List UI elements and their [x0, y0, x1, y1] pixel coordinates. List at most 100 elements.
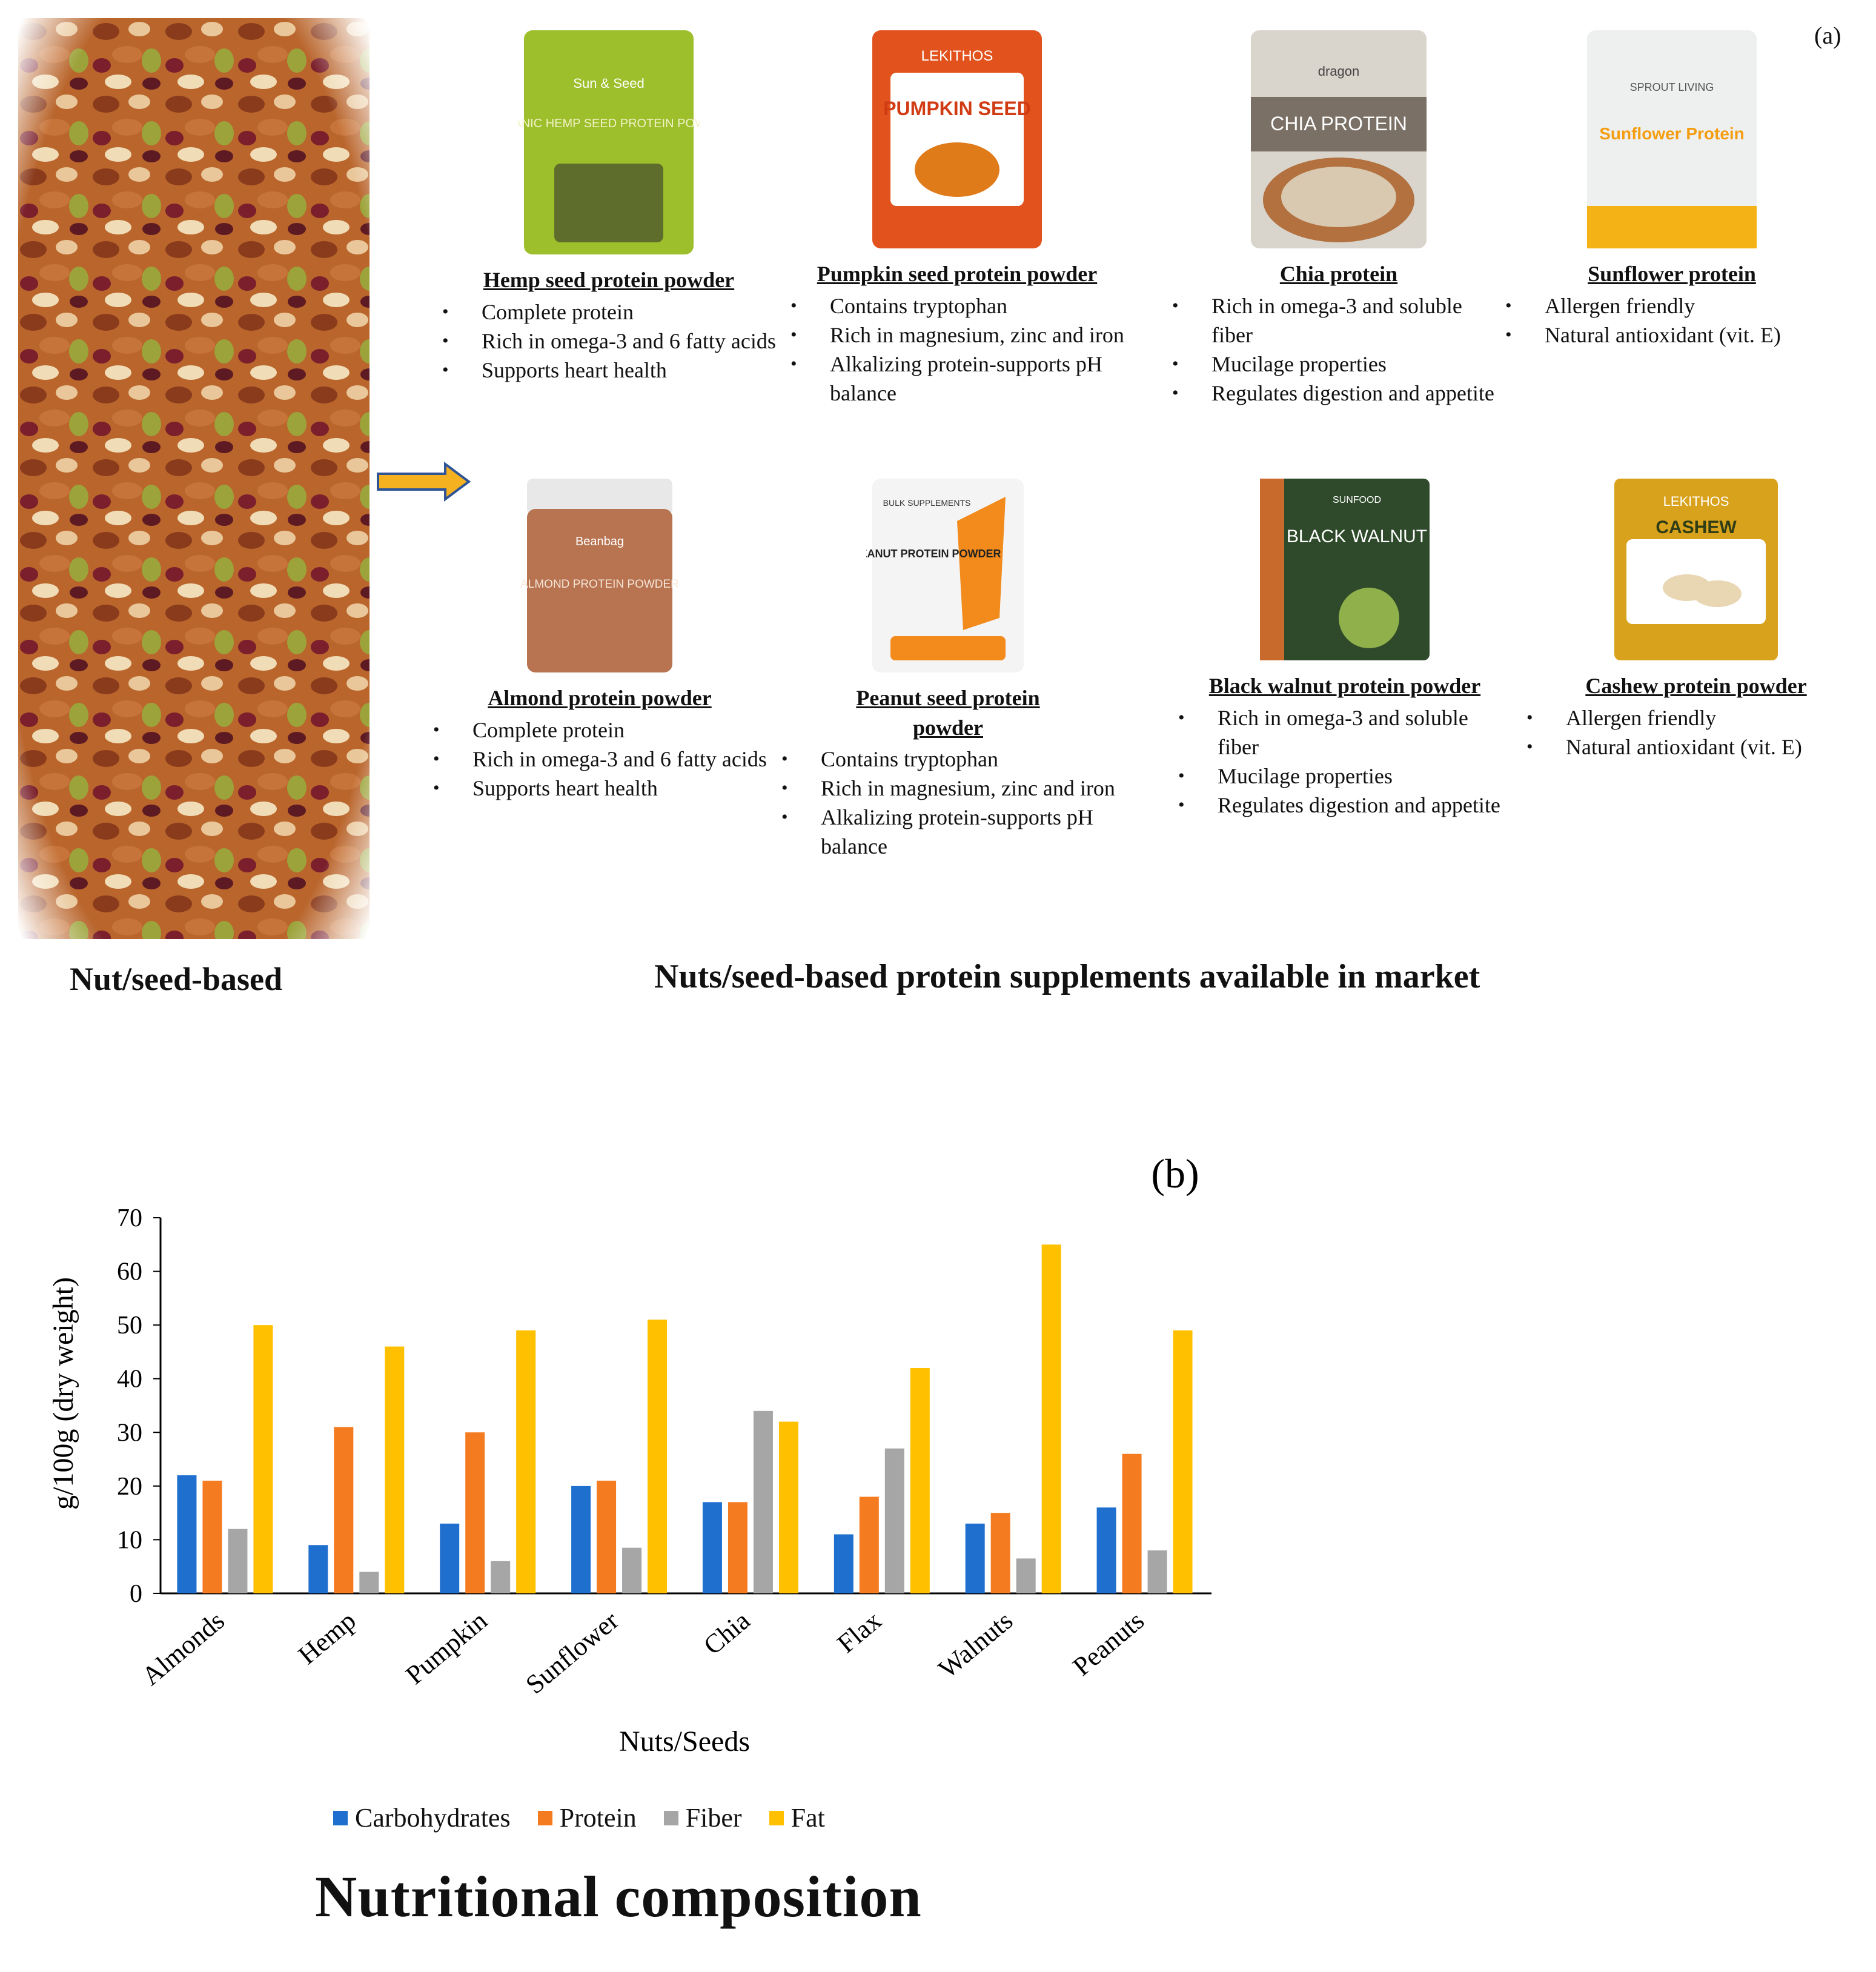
product-features: Contains tryptophan Rich in magnesium, z…	[787, 291, 1127, 408]
package-text: PEANUT PROTEIN POWDER	[866, 548, 1001, 560]
feature-item: Rich in omega-3 and 6 fatty acids	[433, 745, 769, 774]
feature-item: Alkalizing protein-supports pH balance	[791, 350, 1127, 408]
product-package-image: Beanbag ALMOND PROTEIN POWDER	[520, 479, 679, 672]
package-text: BLACK WALNUT	[1287, 526, 1427, 546]
bar-protein	[465, 1432, 485, 1593]
product-card: SPROUT LIVING Sunflower Protein Sunflowe…	[1502, 24, 1841, 350]
x-tick-label: Peanuts	[1067, 1605, 1150, 1682]
nutrition-bar-chart: (b) g/100g (dry weight) Nuts/Seeds 0 10 20…	[47, 1150, 1211, 1758]
feature-item: Regulates digestion and appetite	[1178, 791, 1514, 820]
bar-protein	[859, 1496, 879, 1593]
feature-item: Complete protein	[442, 297, 778, 327]
feature-item: Rich in magnesium, zinc and iron	[781, 774, 1118, 803]
x-tick-label: Almonds	[136, 1605, 230, 1691]
bar-carbohydrates	[834, 1534, 853, 1593]
package-text: CHIA PROTEIN	[1270, 113, 1407, 134]
bar-fiber	[1147, 1550, 1167, 1593]
y-tick-label: 20	[117, 1473, 142, 1501]
x-tick-label: Chia	[698, 1605, 755, 1661]
bar-fiber	[622, 1547, 642, 1593]
nut-seed-caption: Nut/seed-based	[70, 961, 283, 997]
bar-fiber	[359, 1572, 379, 1593]
bar-protein	[728, 1502, 747, 1593]
bar-fiber	[1016, 1558, 1036, 1593]
product-features: Rich in omega-3 and soluble fiber Mucila…	[1169, 291, 1508, 408]
feature-item: Regulates digestion and appetite	[1172, 379, 1508, 408]
x-tick-label: Sunflower	[520, 1605, 625, 1700]
bar-carbohydrates	[702, 1502, 722, 1593]
product-name: Cashew protein powder	[1585, 674, 1807, 698]
product-card: Sun & Seed ORGANIC HEMP SEED PROTEIN POW…	[439, 24, 778, 385]
product-package-image: Sun & Seed ORGANIC HEMP SEED PROTEIN POW…	[518, 30, 700, 254]
bar-carbohydrates	[177, 1475, 197, 1593]
product-package-image: LEKITHOS CASHEW	[1614, 479, 1778, 660]
product-package-image: LEKITHOS PUMPKIN SEED	[872, 30, 1042, 248]
feature-item: Mucilage properties	[1172, 350, 1508, 379]
package-brand: Sun & Seed	[573, 76, 644, 91]
package-brand: LEKITHOS	[1663, 494, 1729, 509]
legend-item: Fiber	[663, 1802, 742, 1833]
legend-item: Protein	[537, 1802, 637, 1833]
feature-item: Contains tryptophan	[791, 291, 1127, 320]
product-package-image: dragon CHIA PROTEIN	[1251, 30, 1427, 248]
package-brand: Beanbag	[575, 535, 624, 548]
y-tick-label: 30	[117, 1419, 142, 1447]
legend-label: Carbohydrates	[355, 1803, 511, 1833]
package-brand: LEKITHOS	[921, 48, 993, 64]
y-tick-label: 40	[117, 1366, 142, 1393]
legend-label: Fiber	[685, 1803, 742, 1833]
mixed-nuts-photo	[18, 18, 370, 939]
bar-fiber	[753, 1410, 773, 1593]
product-name: Black walnut protein powder	[1208, 674, 1481, 698]
product-features: Allergen friendly Natural antioxidant (v…	[1523, 703, 1869, 762]
bar-fat	[910, 1368, 930, 1593]
feature-item: Natural antioxidant (vit. E)	[1505, 320, 1841, 350]
feature-item: Allergen friendly	[1526, 703, 1869, 732]
bar-fat	[1173, 1330, 1193, 1593]
feature-item: Alkalizing protein-supports pH balance	[781, 803, 1118, 861]
x-tick-label: Walnuts	[933, 1605, 1018, 1684]
feature-item: Rich in omega-3 and soluble fiber	[1178, 703, 1514, 762]
bar-fiber	[228, 1529, 248, 1593]
y-tick-label: 60	[117, 1258, 142, 1286]
product-card: Beanbag ALMOND PROTEIN POWDER Almond pro…	[430, 473, 769, 803]
bar-carbohydrates	[308, 1545, 328, 1593]
product-package-image: SUNFOOD BLACK WALNUT	[1260, 479, 1430, 660]
bar-protein	[1122, 1453, 1142, 1593]
feature-item: Complete protein	[433, 715, 769, 745]
y-tick-label: 70	[117, 1204, 142, 1232]
package-text: Sunflower Protein	[1599, 124, 1745, 143]
bar-fat	[385, 1346, 405, 1593]
product-features: Complete protein Rich in omega-3 and 6 f…	[430, 715, 769, 803]
legend-label: Fat	[791, 1803, 825, 1833]
feature-item: Contains tryptophan	[781, 745, 1118, 774]
feature-item: Rich in omega-3 and soluble fiber	[1172, 291, 1508, 350]
x-tick-label: Pumpkin	[400, 1605, 492, 1690]
chart-title: (b)	[1151, 1150, 1199, 1197]
bar-protein	[597, 1481, 617, 1593]
package-brand: dragon	[1318, 64, 1360, 79]
legend-swatch	[663, 1810, 678, 1825]
package-text: PUMPKIN SEED	[883, 98, 1031, 119]
legend-item: Fat	[769, 1802, 825, 1833]
bar-fat	[253, 1325, 273, 1593]
product-package-image: BULK SUPPLEMENTS PEANUT PROTEIN POWDER	[866, 479, 1024, 672]
package-text: ALMOND PROTEIN POWDER	[520, 578, 679, 591]
feature-item: Allergen friendly	[1505, 291, 1841, 320]
package-brand: SUNFOOD	[1333, 495, 1381, 505]
product-name: Chia protein	[1279, 262, 1398, 286]
package-text: CASHEW	[1656, 517, 1737, 537]
y-tick-label: 0	[130, 1580, 142, 1608]
product-name: Hemp seed protein powder	[483, 268, 735, 292]
panel-label-a: (a)	[1814, 22, 1841, 49]
product-features: Contains tryptophan Rich in magnesium, z…	[778, 745, 1118, 861]
bar-fat	[648, 1320, 668, 1593]
arrow-right-icon	[377, 462, 471, 502]
supplements-caption: Nuts/seed-based protein supplements avai…	[654, 958, 1480, 995]
bar-carbohydrates	[1096, 1507, 1116, 1593]
feature-item: Rich in omega-3 and 6 fatty acids	[442, 327, 778, 356]
bar-carbohydrates	[571, 1486, 591, 1593]
bar-protein	[334, 1427, 354, 1593]
bar-fat	[778, 1421, 798, 1593]
product-features: Rich in omega-3 and soluble fiber Mucila…	[1175, 703, 1514, 820]
